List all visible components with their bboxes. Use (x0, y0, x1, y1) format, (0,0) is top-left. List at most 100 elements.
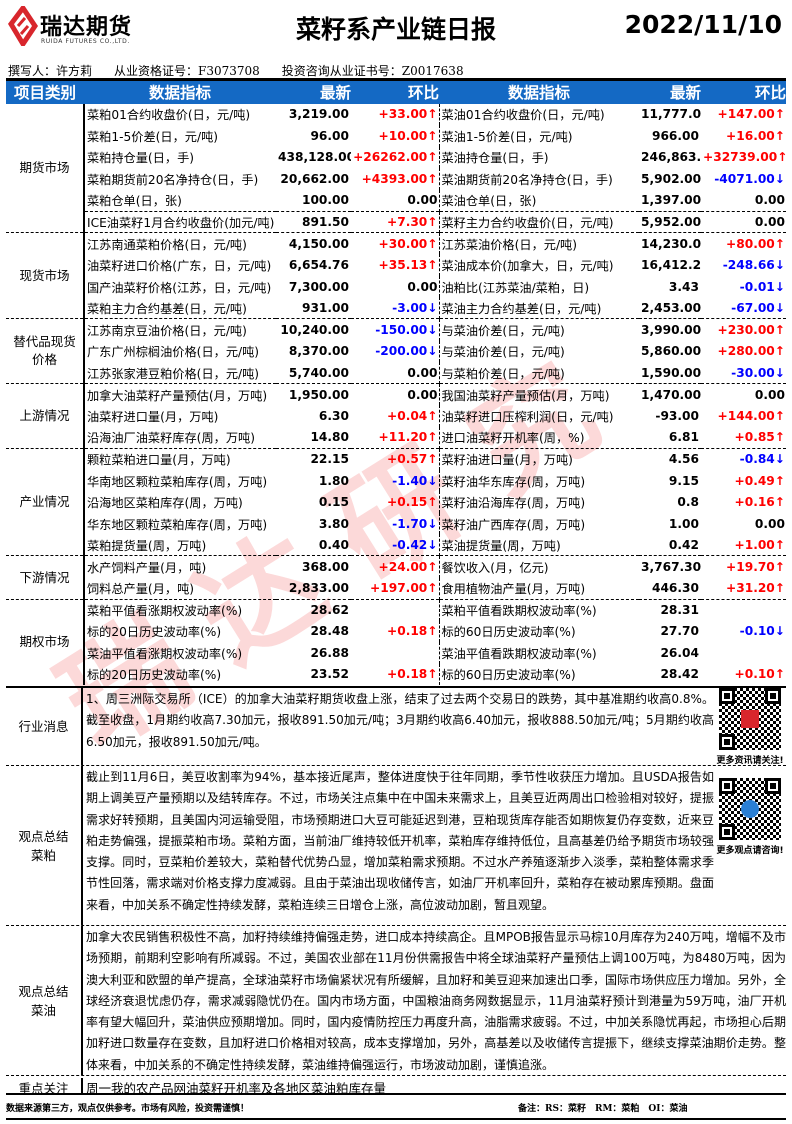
latest-value: 28.48 (310, 624, 349, 639)
indicator-name: 菜油仓单(日，张) (438, 189, 639, 212)
section-label: 重点关注 (6, 1078, 83, 1096)
qr-follow[interactable]: 更多资讯请关注! (716, 688, 784, 766)
author-line: 撰写人：许方莉 从业资格证号：F3073708 投资咨询从业证书号：Z0017638 (8, 62, 486, 79)
change-value (351, 598, 439, 621)
change-value: -0.01↓ (739, 279, 785, 294)
qr-consult[interactable]: 更多观点请咨询! (716, 778, 784, 856)
label-text: 观点总结菜粕 (18, 828, 69, 863)
indicator-name: 油菜籽进口压榨利润(日，元/吨) (438, 405, 639, 427)
indicator-name: 菜油主力合约基差(日，元/吨) (438, 297, 639, 319)
change-value: +144.00↑ (717, 408, 785, 423)
table-header: 项目类别 数据指标 最新 环比 数据指标 最新 环比 (6, 78, 786, 104)
category-cell: 产业情况 (6, 447, 85, 556)
change-value (701, 598, 786, 621)
table-row: 油菜籽进口量(月，万吨) 6.30 +0.04↑ 油菜籽进口压榨利润(日，元/吨… (6, 405, 786, 427)
change-value: +19.70↑ (701, 555, 786, 578)
table-row: 菜粕持仓量(日，手) 438,128.00 +26262.00↑ 菜油持仓量(日… (6, 146, 786, 169)
change-value: -1.70↓ (392, 516, 438, 531)
change-value: +0.18↑ (387, 667, 438, 682)
latest-value: 4,150.00 (276, 232, 351, 255)
latest-value: 6,654.76 (288, 258, 349, 273)
latest-value: 6.81 (668, 430, 699, 445)
indicator-name: 菜油提货量(周，万吨) (438, 534, 639, 556)
indicator-name: 菜籽油华东库存(周，万吨) (438, 469, 639, 492)
table-row: 菜粕期货前20名净持仓(日，手) 20,662.00 +4393.00↑ 菜油期… (6, 168, 786, 190)
latest-value: 3.43 (668, 279, 699, 294)
change-value: +0.04↑ (387, 408, 438, 423)
indicator-name: 标的60日历史波动率(%) (438, 663, 639, 686)
latest-value: 446.30 (651, 581, 699, 596)
col-header: 数据指标 (439, 78, 639, 104)
change-value: -150.00↓ (351, 318, 439, 341)
indicator-name: 菜粕仓单(日，张) (87, 194, 182, 209)
indicator-name: 颗粒菜粕进口量(月，万吨) (84, 447, 276, 470)
change-value: +0.18↑ (387, 624, 438, 639)
change-value: +32739.00↑ (703, 150, 786, 165)
table-row: 华南地区颗粒菜粕库存(周，万吨) 1.80 -1.40↓ 菜籽油华东库存(周，万… (6, 469, 786, 492)
section-meal-view: 观点总结菜粕 截止到11月6日，美豆收割率为94%，基本接近尾声，整体进度快于往… (6, 765, 786, 925)
qr-code-icon (719, 778, 781, 840)
change-value: +31.20↑ (726, 581, 785, 596)
indicator-name: 菜油1-5价差(日，元/吨) (438, 125, 639, 147)
latest-value: 246,863.00 (641, 150, 701, 165)
indicator-name: 菜油平值看涨期权波动率(%) (87, 646, 243, 661)
category-cell: 上游情况 (6, 383, 85, 449)
indicator-name: 水产饲料产量(月，吨) (84, 555, 276, 578)
latest-value: 931.00 (301, 300, 349, 315)
label-text: 观点总结菜油 (18, 983, 69, 1018)
indicator-name: 广东广州棕榈油价格(日，元/吨) (87, 345, 260, 360)
change-value: +0.85↑ (734, 430, 786, 445)
change-value: 0.00 (701, 210, 786, 233)
indicator-name: 饲料总产量(月，吨) (87, 582, 195, 597)
change-value: +10.00↑ (378, 128, 438, 143)
indicator-name: 进口油菜籽开机率(周，%) (438, 426, 639, 449)
category-cell: 期权市场 (6, 598, 85, 686)
change-value: 0.00 (754, 193, 785, 208)
latest-value: 1.00 (668, 516, 699, 531)
change-value: +197.00↑ (370, 581, 438, 596)
latest-value: 5,740.00 (288, 365, 349, 380)
latest-value: 3.80 (318, 516, 349, 531)
latest-value: 11,777.00 (641, 107, 701, 122)
latest-value: 26.04 (660, 645, 699, 660)
indicator-name: 菜籽主力合约收盘价(日，元/吨) (438, 210, 639, 233)
table-row: 油菜籽进口价格(广东，日，元/吨) 6,654.76 +35.13↑ 菜油成本价… (6, 254, 786, 276)
section-focus: 重点关注 周一我的农产品网油菜籽开机率及各地区菜油粕库存量 (6, 1075, 786, 1096)
indicator-name: 菜粕平值看跌期权波动率(%) (438, 598, 639, 621)
section-oil-view: 观点总结菜油 加拿大农民销售积极性不高，加籽持续维持偏强走势，进口成本持续高企。… (6, 925, 786, 1075)
indicator-name: 华南地区颗粒菜粕库存(周，万吨) (87, 474, 268, 489)
table-row: 广东广州棕榈油价格(日，元/吨) 8,370.00 -200.00↓ 与菜油价差… (6, 340, 786, 363)
report-header: 瑞达期货 RUIDA FUTURES CO.,LTD. 菜籽系产业链日报 202… (0, 0, 792, 50)
latest-value: 0.40 (318, 537, 349, 552)
change-value: +0.15↑ (387, 495, 438, 510)
latest-value: 2,833.00 (288, 581, 349, 596)
change-value (701, 642, 786, 664)
change-value: +147.00↑ (717, 107, 785, 122)
indicator-name: 菜粕提货量(周，万吨) (87, 538, 207, 553)
table-row: 菜粕仓单(日，张) 100.00 0.00 菜油仓单(日，张) 1,397.00… (6, 189, 786, 212)
indicator-name: 菜籽油广西库存(周，万吨) (438, 512, 639, 535)
indicator-name: 江苏南通菜粕价格(日，元/吨) (84, 232, 276, 255)
indicator-name: 菜粕1-5价差(日，元/吨) (87, 129, 219, 144)
indicator-name: 我国油菜籽产量预估(月，万吨) (438, 383, 639, 406)
change-value: -30.00↓ (731, 365, 785, 380)
col-header: 数据指标 (84, 78, 276, 104)
indicator-name: 菜油成本价(加拿大，日，元/吨) (438, 254, 639, 276)
change-value: +7.30↑ (351, 210, 439, 233)
indicator-name: 菜油平值看跌期权波动率(%) (438, 642, 639, 664)
indicator-name: 国产油菜籽价格(江苏，日，元/吨) (87, 280, 272, 295)
table-row: 沿海地区菜粕库存(周，万吨) 0.15 +0.15↑ 菜籽油沿海库存(周，万吨)… (6, 491, 786, 513)
category-cell: 下游情况 (6, 555, 85, 600)
latest-value: 1,590.00 (641, 365, 701, 380)
change-value: +1.00↑ (734, 537, 786, 552)
latest-value: 5,952.00 (639, 210, 701, 233)
indicator-name: 华东地区颗粒菜粕库存(周，万吨) (87, 517, 268, 532)
latest-value: 22.15 (276, 447, 351, 470)
latest-value: 16,412.25 (641, 258, 701, 273)
table-row: 菜粕1-5价差(日，元/吨) 96.00 +10.00↑ 菜油1-5价差(日，元… (6, 125, 786, 147)
latest-value: 14,230.00 (639, 232, 701, 255)
change-value: +0.57↑ (351, 447, 439, 470)
section-text: 周一我的农产品网油菜籽开机率及各地区菜油粕库存量 (86, 1081, 387, 1096)
latest-value: 1,397.00 (641, 193, 701, 208)
latest-value: 28.31 (639, 598, 701, 621)
